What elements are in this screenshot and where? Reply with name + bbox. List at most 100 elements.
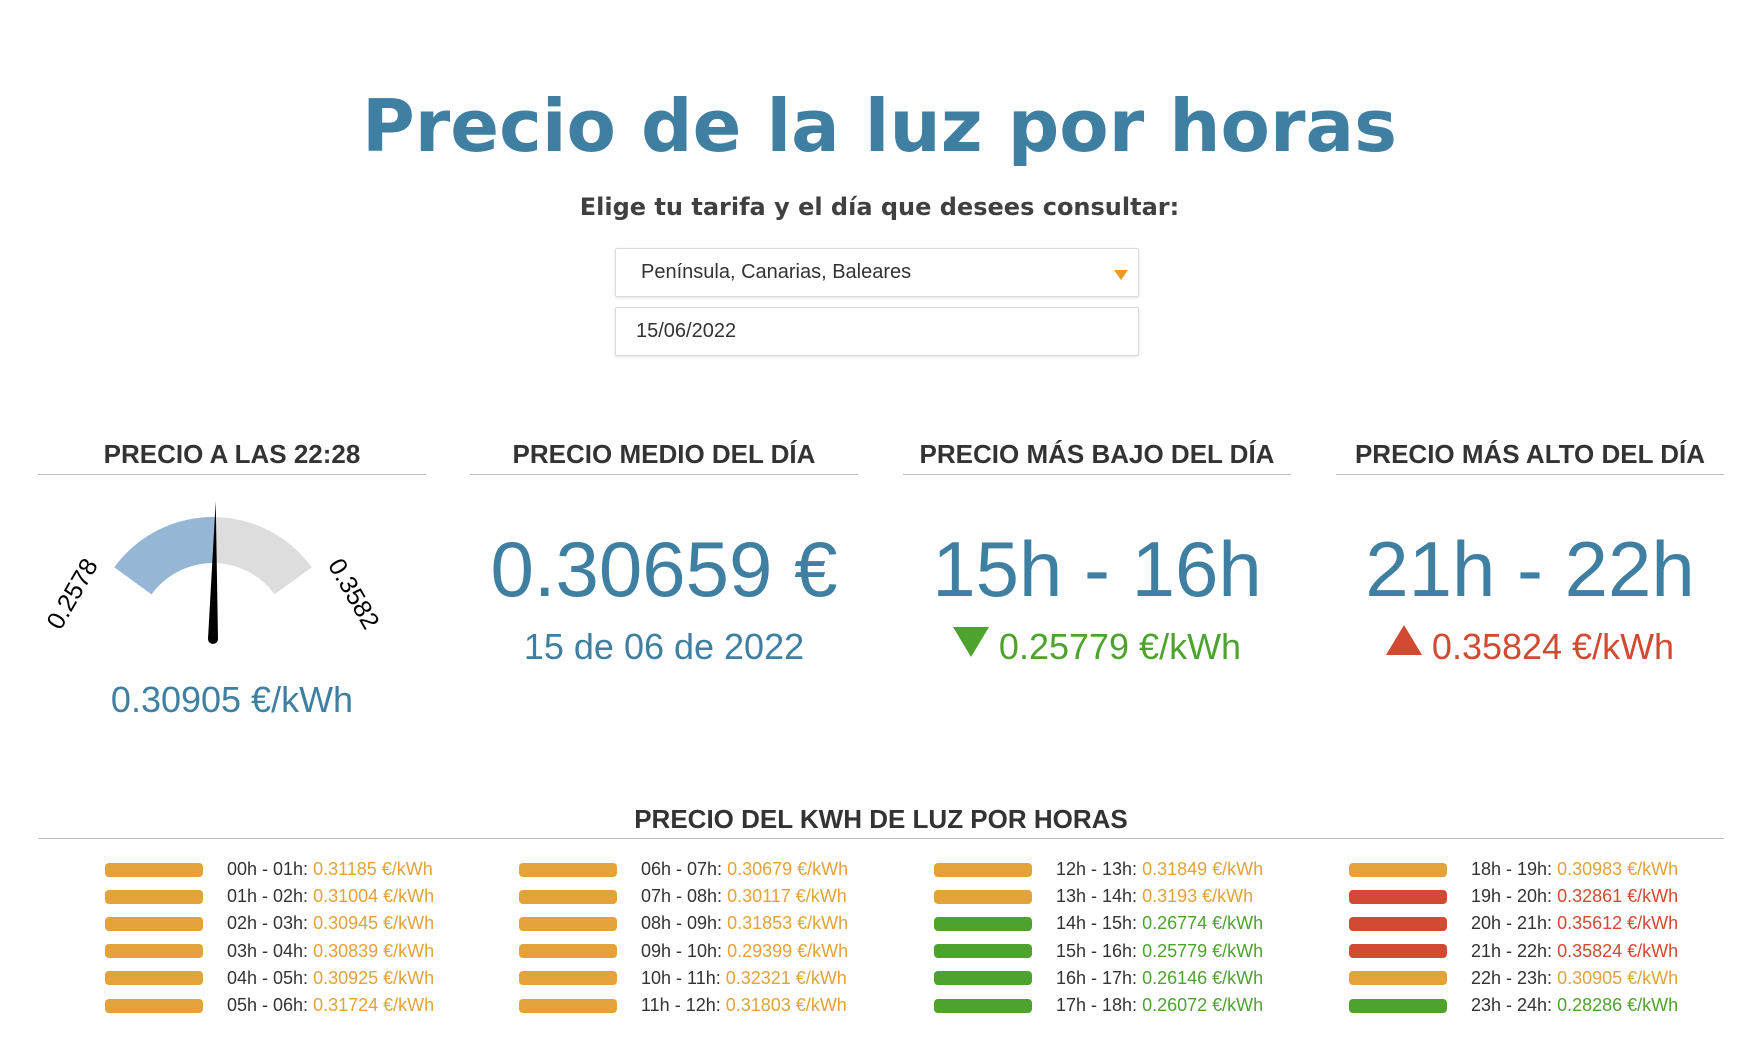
hour-price-value: 0.30679 €/kWh [727,859,849,880]
hourly-row: 08h - 09h: 0.31853 €/kWh [452,910,873,937]
hour-range-label: 06h - 07h: [641,859,723,880]
highest-price-value: 0.35824 €/kWh [1431,626,1675,667]
hour-price-value: 0.35612 €/kWh [1557,913,1679,934]
hour-range-label: 10h - 11h: [641,967,721,988]
hourly-row: 07h - 08h: 0.30117 €/kWh [452,883,873,910]
price-level-bar [934,971,1032,986]
hour-range-label: 17h - 18h: [1056,995,1138,1016]
price-level-bar [934,944,1032,959]
hour-price-value: 0.26146 €/kWh [1142,967,1264,988]
hourly-row: 05h - 06h: 0.31724 €/kWh [38,992,459,1019]
date-input[interactable]: 15/06/2022 [615,307,1139,356]
highest-price-card: PRECIO MÁS ALTO DEL DÍA 21h - 22h 0.3582… [1336,434,1724,734]
price-level-bar [519,998,617,1013]
hour-range-label: 21h - 22h: [1471,940,1553,961]
price-level-bar [519,916,617,931]
hour-range-label: 05h - 06h: [227,995,309,1016]
hourly-column: 18h - 19h: 0.30983 €/kWh 19h - 20h: 0.32861… [1282,856,1703,1019]
average-price-value: 0.30659 € [490,525,838,613]
hour-price-value: 0.30925 €/kWh [313,967,435,988]
hourly-row: 20h - 21h: 0.35612 €/kWh [1282,910,1703,937]
price-level-bar [934,998,1032,1013]
highest-price-title: PRECIO MÁS ALTO DEL DÍA [1336,434,1724,475]
lowest-price-line: 0.25779 €/kWh [903,625,1291,669]
hourly-column: 00h - 01h: 0.31185 €/kWh 01h - 02h: 0.31004… [38,856,459,1019]
hourly-row: 00h - 01h: 0.31185 €/kWh [38,856,459,883]
arrow-down-icon [952,627,989,657]
lowest-price-card: PRECIO MÁS BAJO DEL DÍA 15h - 16h 0.2577… [903,434,1291,734]
price-level-bar [1349,944,1447,959]
hour-price-value: 0.30117 €/kWh [727,886,847,907]
gauge-min-label: 0.2578 [41,554,103,634]
hourly-row: 06h - 07h: 0.30679 €/kWh [452,856,873,883]
hour-range-label: 09h - 10h: [641,940,723,961]
hour-price-value: 0.28286 €/kWh [1557,995,1679,1016]
hour-price-value: 0.31849 €/kWh [1142,859,1264,880]
hourly-row: 19h - 20h: 0.32861 €/kWh [1282,883,1703,910]
current-price-card: PRECIO A LAS 22:28 0.2578 0.3582 0.30905… [38,434,426,734]
price-level-bar [1349,971,1447,986]
price-level-bar [1349,916,1447,931]
hour-range-label: 18h - 19h: [1471,859,1553,880]
average-price-title: PRECIO MEDIO DEL DÍA [470,434,858,475]
price-level-bar [934,916,1032,931]
price-level-bar [105,998,203,1013]
hourly-row: 10h - 11h: 0.32321 €/kWh [452,965,873,992]
hourly-row: 16h - 17h: 0.26146 €/kWh [867,965,1288,992]
price-level-bar [1349,862,1447,877]
hour-price-value: 0.31185 €/kWh [313,859,433,880]
price-level-bar [105,862,203,877]
hourly-row: 22h - 23h: 0.30905 €/kWh [1282,965,1703,992]
hour-price-value: 0.29399 €/kWh [727,940,849,961]
gauge-pivot [208,634,218,644]
hour-range-label: 14h - 15h: [1056,913,1138,934]
hour-range-label: 22h - 23h: [1471,967,1553,988]
page-subtitle: Elige tu tarifa y el día que desees cons… [579,193,1180,221]
hour-price-value: 0.35824 €/kWh [1557,940,1679,961]
hourly-row: 01h - 02h: 0.31004 €/kWh [38,883,459,910]
chevron-down-icon[interactable] [1114,270,1128,280]
hour-price-value: 0.31004 €/kWh [313,886,435,907]
highest-price-range: 21h - 22h [1365,525,1695,613]
hourly-row: 04h - 05h: 0.30925 €/kWh [38,965,459,992]
current-price-title: PRECIO A LAS 22:28 [38,434,426,475]
hour-range-label: 02h - 03h: [227,913,309,934]
hourly-row: 23h - 24h: 0.28286 €/kWh [1282,992,1703,1019]
hourly-row: 13h - 14h: 0.3193 €/kWh [867,883,1288,910]
hour-range-label: 12h - 13h: [1056,859,1138,880]
price-level-bar [519,944,617,959]
hour-range-label: 15h - 16h: [1056,940,1138,961]
date-input-value: 15/06/2022 [636,320,737,342]
gauge-max-label: 0.3582 [322,554,384,634]
hour-range-label: 01h - 02h: [227,886,309,907]
hourly-column: 12h - 13h: 0.31849 €/kWh 13h - 14h: 0.3193 … [867,856,1288,1019]
price-level-bar [105,889,203,904]
hourly-row: 03h - 04h: 0.30839 €/kWh [38,938,459,965]
hour-range-label: 04h - 05h: [227,967,309,988]
hourly-row: 15h - 16h: 0.25779 €/kWh [867,938,1288,965]
hour-price-value: 0.26774 €/kWh [1142,913,1264,934]
price-level-bar [519,971,617,986]
gauge-needle [208,501,218,640]
average-price-card: PRECIO MEDIO DEL DÍA 0.30659 € 15 de 06 … [470,434,858,734]
hour-range-label: 20h - 21h: [1471,913,1553,934]
lowest-price-range: 15h - 16h [932,525,1262,613]
hour-range-label: 13h - 14h: [1056,886,1138,907]
price-level-bar [519,862,617,877]
price-level-bar [934,862,1032,877]
hour-range-label: 23h - 24h: [1471,995,1553,1016]
hourly-row: 02h - 03h: 0.30945 €/kWh [38,910,459,937]
hourly-column: 06h - 07h: 0.30679 €/kWh 07h - 08h: 0.30117… [452,856,873,1019]
hour-price-value: 0.30905 €/kWh [1557,967,1679,988]
price-level-bar [1349,998,1447,1013]
region-select-value: Península, Canarias, Baleares [641,261,912,283]
price-level-bar [1349,889,1447,904]
region-select[interactable]: Península, Canarias, Baleares [615,248,1139,297]
lowest-price-value: 0.25779 €/kWh [998,626,1242,667]
price-level-bar [519,889,617,904]
current-price-value: 0.30905 €/kWh [110,679,354,720]
hourly-prices-title: PRECIO DEL KWH DE LUZ POR HORAS [38,800,1724,839]
gauge-fill [114,517,216,595]
hourly-row: 09h - 10h: 0.29399 €/kWh [452,938,873,965]
